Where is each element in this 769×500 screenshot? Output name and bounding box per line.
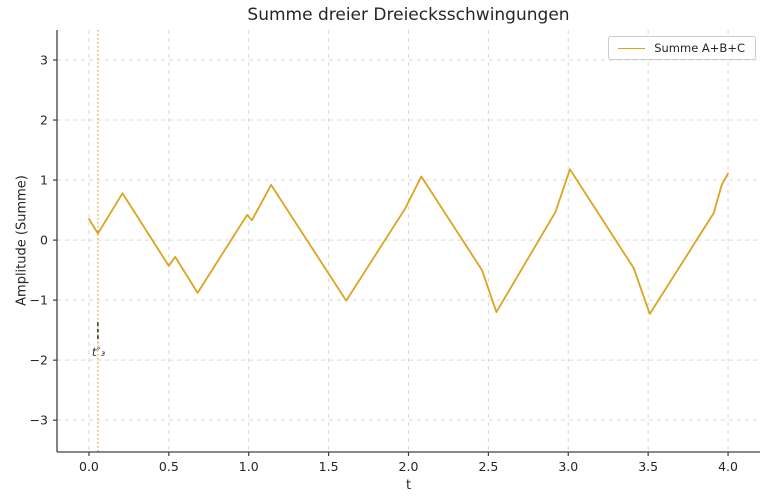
y-tick-label: 0 (40, 233, 48, 248)
x-tick-label: 2.5 (478, 459, 498, 474)
x-axis-label: t (405, 478, 412, 493)
x-tick-label: 3.0 (558, 459, 578, 474)
y-axis-label: Amplitude (Summe) (14, 175, 30, 306)
x-tick-label: 3.5 (638, 459, 658, 474)
y-tick-label: −1 (30, 293, 48, 308)
x-tick-label: 0.5 (159, 459, 179, 474)
x-tick-label: 1.5 (319, 459, 339, 474)
x-tick-label: 2.0 (399, 459, 419, 474)
y-tick-label: −3 (30, 413, 48, 428)
x-tick-label: 4.0 (718, 459, 738, 474)
series-line-summe (88, 168, 729, 315)
legend: Summe A+B+C (608, 36, 756, 60)
legend-label: Summe A+B+C (654, 41, 745, 55)
y-tick-label: 2 (40, 113, 48, 128)
x-tick-label: 0.0 (79, 459, 99, 474)
t3-annotation-label: t″₃ (92, 345, 106, 359)
chart-title: Summe dreier Dreiecksschwingungen (247, 5, 570, 25)
legend-line-sample (618, 47, 646, 49)
y-tick-label: −2 (30, 353, 48, 368)
x-tick-label: 1.0 (239, 459, 259, 474)
y-tick-label: 3 (40, 53, 48, 68)
y-tick-label: 1 (40, 173, 48, 188)
